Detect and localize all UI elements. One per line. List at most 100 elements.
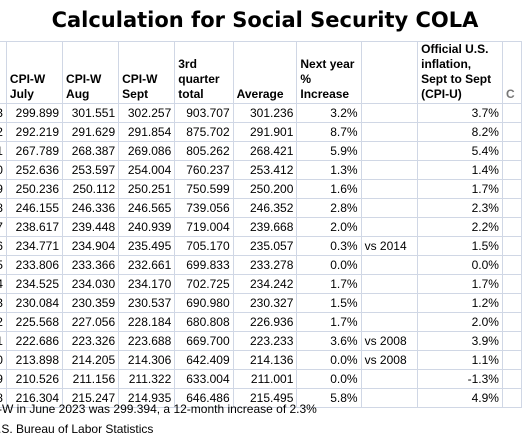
cell-empty[interactable] (501, 141, 523, 161)
cell-cpiw-aug[interactable]: 239.448 (62, 217, 120, 237)
cell-cpiw-sept[interactable]: 235.495 (118, 236, 176, 256)
cell-cpiw-aug[interactable]: 301.551 (62, 103, 120, 123)
cell-cpiw-july[interactable]: 234.525 (5, 274, 64, 294)
cell-cpiw-aug[interactable]: 233.366 (62, 255, 120, 275)
header-cut-column[interactable]: C (501, 41, 523, 104)
cell-empty[interactable] (501, 236, 523, 256)
cell-empty[interactable] (501, 293, 523, 313)
cell-empty[interactable] (501, 179, 523, 199)
cell-official-inflation[interactable]: 1.5% (417, 236, 503, 256)
cell-q3-total[interactable]: 805.262 (174, 141, 234, 161)
cell-average[interactable]: 214.136 (232, 350, 298, 370)
cell-cpiw-aug[interactable]: 253.597 (62, 160, 120, 180)
header-official-inflation[interactable]: Official U.S. inflation, Sept to Sept (C… (417, 41, 503, 104)
cell-cpiw-aug[interactable]: 250.112 (62, 179, 120, 199)
cell-cpiw-sept[interactable]: 234.170 (118, 274, 176, 294)
cell-empty[interactable] (501, 217, 523, 237)
cell-cpiw-sept[interactable]: 254.004 (118, 160, 176, 180)
cell-empty[interactable] (501, 388, 523, 408)
cell-empty[interactable] (501, 160, 523, 180)
cell-cpiw-aug[interactable]: 230.359 (62, 293, 120, 313)
cell-next-year-increase[interactable]: 1.7% (296, 274, 362, 294)
cell-next-year-increase[interactable]: 3.6% (296, 331, 362, 351)
cell-cpiw-sept[interactable]: 246.565 (118, 198, 176, 218)
cell-cpiw-sept[interactable]: 240.939 (118, 217, 176, 237)
header-cpiw-aug[interactable]: CPI-W Aug (62, 41, 120, 104)
cell-average[interactable]: 223.233 (232, 331, 298, 351)
cell-q3-total[interactable]: 669.700 (174, 331, 234, 351)
cell-cpiw-july[interactable]: 238.617 (5, 217, 64, 237)
cell-q3-total[interactable]: 642.409 (174, 350, 234, 370)
cell-average[interactable]: 246.352 (232, 198, 298, 218)
cell-cpiw-sept[interactable]: 214.306 (118, 350, 176, 370)
cell-cpiw-july[interactable]: 267.789 (5, 141, 64, 161)
cell-cpiw-aug[interactable]: 227.056 (62, 312, 120, 332)
cell-note[interactable] (360, 160, 419, 180)
cell-q3-total[interactable]: 760.237 (174, 160, 234, 180)
cell-q3-total[interactable]: 690.980 (174, 293, 234, 313)
cell-note[interactable] (360, 198, 419, 218)
cell-cpiw-aug[interactable]: 215.247 (62, 388, 120, 408)
cell-q3-total[interactable]: 702.725 (174, 274, 234, 294)
cell-official-inflation[interactable]: 8.2% (417, 122, 503, 142)
cell-official-inflation[interactable]: 2.2% (417, 217, 503, 237)
cell-cpiw-sept[interactable]: 223.688 (118, 331, 176, 351)
cell-cpiw-sept[interactable]: 230.537 (118, 293, 176, 313)
cell-next-year-increase[interactable]: 0.0% (296, 369, 362, 389)
header-next-year-increase[interactable]: Next year % Increase (296, 41, 362, 104)
cell-note[interactable] (360, 388, 419, 408)
cell-official-inflation[interactable]: 3.9% (417, 331, 503, 351)
cell-empty[interactable] (501, 312, 523, 332)
cell-cpiw-aug[interactable]: 291.629 (62, 122, 120, 142)
cell-note[interactable]: vs 2014 (360, 236, 419, 256)
cell-cpiw-july[interactable]: 250.236 (5, 179, 64, 199)
cell-cpiw-july[interactable]: 210.526 (5, 369, 64, 389)
cell-q3-total[interactable]: 646.486 (174, 388, 234, 408)
cell-next-year-increase[interactable]: 0.0% (296, 255, 362, 275)
cell-cpiw-sept[interactable]: 228.184 (118, 312, 176, 332)
cell-next-year-increase[interactable]: 1.3% (296, 160, 362, 180)
cell-official-inflation[interactable]: 1.4% (417, 160, 503, 180)
header-cpiw-sept[interactable]: CPI-W Sept (118, 41, 176, 104)
cell-cpiw-aug[interactable]: 211.156 (62, 369, 120, 389)
cell-note[interactable] (360, 255, 419, 275)
cell-note[interactable] (360, 312, 419, 332)
cell-average[interactable]: 230.327 (232, 293, 298, 313)
cell-note[interactable] (360, 274, 419, 294)
cell-cpiw-july[interactable]: 292.219 (5, 122, 64, 142)
cell-cpiw-july[interactable]: 252.636 (5, 160, 64, 180)
header-cpiw-july[interactable]: CPI-W July (5, 41, 64, 104)
cell-average[interactable]: 235.057 (232, 236, 298, 256)
cell-q3-total[interactable]: 739.056 (174, 198, 234, 218)
cell-cpiw-aug[interactable]: 234.030 (62, 274, 120, 294)
cell-q3-total[interactable]: 750.599 (174, 179, 234, 199)
cell-next-year-increase[interactable]: 8.7% (296, 122, 362, 142)
header-note[interactable] (360, 41, 419, 104)
cell-note[interactable]: vs 2008 (360, 331, 419, 351)
cell-empty[interactable] (501, 369, 523, 389)
cell-cpiw-july[interactable]: 225.568 (5, 312, 64, 332)
cell-average[interactable]: 234.242 (232, 274, 298, 294)
cell-next-year-increase[interactable]: 2.8% (296, 198, 362, 218)
cell-next-year-increase[interactable]: 5.9% (296, 141, 362, 161)
cell-cpiw-july[interactable]: 213.898 (5, 350, 64, 370)
cell-empty[interactable] (501, 103, 523, 123)
cell-average[interactable]: 301.236 (232, 103, 298, 123)
cell-next-year-increase[interactable]: 1.6% (296, 179, 362, 199)
cell-q3-total[interactable]: 633.004 (174, 369, 234, 389)
cell-empty[interactable] (501, 350, 523, 370)
cell-official-inflation[interactable]: 1.2% (417, 293, 503, 313)
cell-empty[interactable] (501, 255, 523, 275)
cell-cpiw-sept[interactable]: 269.086 (118, 141, 176, 161)
cell-average[interactable]: 250.200 (232, 179, 298, 199)
cell-official-inflation[interactable]: 1.7% (417, 274, 503, 294)
cell-note[interactable] (360, 179, 419, 199)
cell-average[interactable]: 239.668 (232, 217, 298, 237)
cell-average[interactable]: 253.412 (232, 160, 298, 180)
cell-next-year-increase[interactable]: 0.0% (296, 350, 362, 370)
cell-q3-total[interactable]: 719.004 (174, 217, 234, 237)
cell-official-inflation[interactable]: 4.9% (417, 388, 503, 408)
cell-cpiw-aug[interactable]: 223.326 (62, 331, 120, 351)
cell-cpiw-sept[interactable]: 291.854 (118, 122, 176, 142)
cell-q3-total[interactable]: 875.702 (174, 122, 234, 142)
